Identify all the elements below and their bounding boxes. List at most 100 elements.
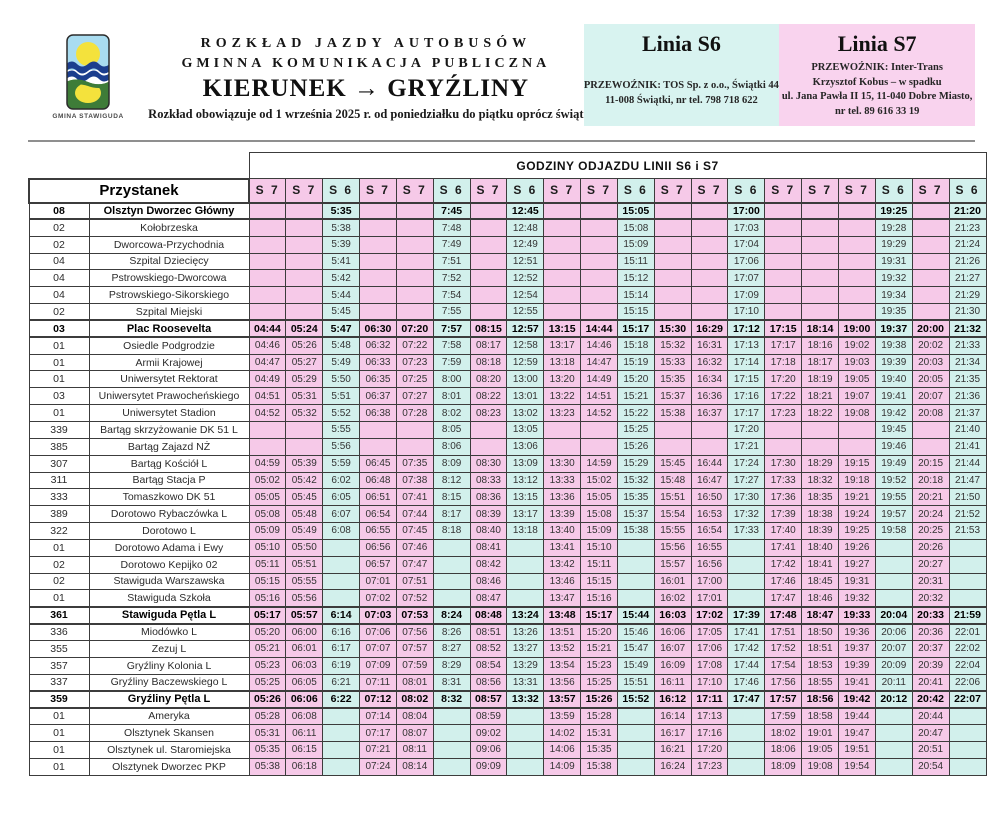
time-cell <box>911 420 950 439</box>
time-cell <box>616 572 655 591</box>
time-cell: 17:39 <box>727 605 766 625</box>
header-divider <box>28 140 975 142</box>
time-cell: 8:17 <box>432 505 471 524</box>
line-column-header: S 6 <box>432 178 471 204</box>
line-column-header: S 7 <box>285 178 324 204</box>
time-cell: 08:18 <box>469 353 508 372</box>
time-cell <box>948 741 987 759</box>
time-cell: 13:39 <box>543 505 582 524</box>
stop-name-cell: Dorotowo Adama i Ewy <box>88 538 250 557</box>
time-cell <box>543 437 582 456</box>
time-cell: 17:00 <box>690 572 729 591</box>
time-cell: 05:11 <box>248 555 287 574</box>
time-cell: 08:17 <box>469 336 508 355</box>
time-cell: 07:01 <box>359 572 397 591</box>
time-cell: 15:11 <box>616 252 655 271</box>
time-cell: 06:51 <box>359 488 397 507</box>
time-cell <box>359 286 397 305</box>
time-cell: 20:31 <box>911 572 950 591</box>
time-cell: 8:31 <box>432 673 471 692</box>
time-cell: 05:02 <box>248 471 287 490</box>
time-cell: 21:40 <box>948 420 987 439</box>
time-cell: 16:06 <box>653 623 692 641</box>
time-cell <box>727 757 766 776</box>
stop-name-cell: Zezuj L <box>88 639 250 658</box>
logo: GMINA STAWIGUDA <box>28 24 148 132</box>
time-cell: 21:50 <box>948 488 987 507</box>
time-cell <box>322 757 361 776</box>
time-cell: 06:38 <box>359 404 397 422</box>
table-row: 03 Uniwersytet Prawocheńskiego 04:51 05:31 5… <box>28 387 987 406</box>
time-cell: 12:48 <box>506 218 545 237</box>
time-cell: 19:24 <box>838 505 876 524</box>
time-cell: 18:29 <box>801 454 839 473</box>
time-cell <box>395 252 434 271</box>
time-cell <box>506 538 545 557</box>
time-cell: 05:38 <box>248 757 287 776</box>
time-cell: 08:51 <box>469 623 508 641</box>
time-cell: 07:56 <box>395 623 434 641</box>
line-column-header: S 7 <box>580 178 618 204</box>
stop-code-cell: 339 <box>28 420 90 439</box>
time-cell: 19:07 <box>838 387 876 406</box>
time-cell: 15:22 <box>616 404 655 422</box>
time-cell: 19:45 <box>874 420 913 439</box>
time-cell: 07:52 <box>395 589 434 608</box>
time-cell: 07:59 <box>395 656 434 675</box>
time-cell: 15:23 <box>580 656 618 675</box>
time-cell: 07:27 <box>395 387 434 406</box>
stop-code-cell: 361 <box>28 605 90 625</box>
line-column-header: S 7 <box>543 178 582 204</box>
time-cell <box>359 437 397 456</box>
time-cell: 15:32 <box>616 471 655 490</box>
time-cell <box>580 269 618 288</box>
time-cell: 18:39 <box>801 522 839 540</box>
time-cell: 15:48 <box>653 471 692 490</box>
time-cell: 05:24 <box>285 319 324 339</box>
time-cell: 13:18 <box>543 353 582 372</box>
stop-code-cell: 359 <box>28 689 90 709</box>
time-cell: 08:02 <box>395 689 434 709</box>
time-cell <box>359 201 397 221</box>
time-cell: 20:26 <box>911 538 950 557</box>
time-cell: 15:09 <box>580 522 618 540</box>
time-cell: 06:45 <box>359 454 397 473</box>
time-cell: 07:03 <box>359 605 397 625</box>
time-cell: 18:47 <box>801 605 839 625</box>
time-cell: 14:02 <box>543 724 582 742</box>
time-cell: 15:15 <box>580 572 618 591</box>
table-row: 02 Dworcowa-Przychodnia 5:39 7:49 12:49 15:09… <box>28 235 987 254</box>
time-cell: 08:41 <box>469 538 508 557</box>
table-row: 02 Stawiguda Warszawska 05:15 05:55 07:01 07:… <box>28 572 987 591</box>
time-cell: 14:06 <box>543 741 582 759</box>
time-cell <box>322 589 361 608</box>
table-row: 01 Uniwersytet Rektorat 04:49 05:29 5:50 06:3… <box>28 370 987 389</box>
time-cell: 21:35 <box>948 370 987 389</box>
time-cell <box>874 707 913 726</box>
time-cell <box>506 757 545 776</box>
time-cell: 16:56 <box>690 555 729 574</box>
time-cell: 19:21 <box>838 488 876 507</box>
time-cell: 15:52 <box>616 689 655 709</box>
time-cell: 19:00 <box>838 319 876 339</box>
time-cell: 19:05 <box>838 370 876 389</box>
line-s6-title: Linia S6 <box>641 31 721 56</box>
time-cell: 19:47 <box>838 724 876 742</box>
time-cell: 15:02 <box>580 471 618 490</box>
time-cell: 5:59 <box>322 454 361 473</box>
time-cell: 17:15 <box>727 370 766 389</box>
time-cell: 07:28 <box>395 404 434 422</box>
time-cell: 20:39 <box>911 656 950 675</box>
time-cell: 07:41 <box>395 488 434 507</box>
time-cell <box>727 572 766 591</box>
time-cell: 17:30 <box>764 454 803 473</box>
table-row: 01 Ameryka 05:28 06:08 07:14 08:04 08:59 13:59 1… <box>28 707 987 726</box>
time-cell <box>838 269 876 288</box>
table-row: 01 Uniwersytet Stadion 04:52 05:32 5:52 06:38… <box>28 404 987 422</box>
time-cell: 07:21 <box>359 741 397 759</box>
time-cell: 05:17 <box>248 605 287 625</box>
time-cell: 17:44 <box>727 656 766 675</box>
stop-name-cell: Plac Roosevelta <box>88 319 250 339</box>
time-cell: 15:44 <box>616 605 655 625</box>
time-cell: 17:06 <box>690 639 729 658</box>
